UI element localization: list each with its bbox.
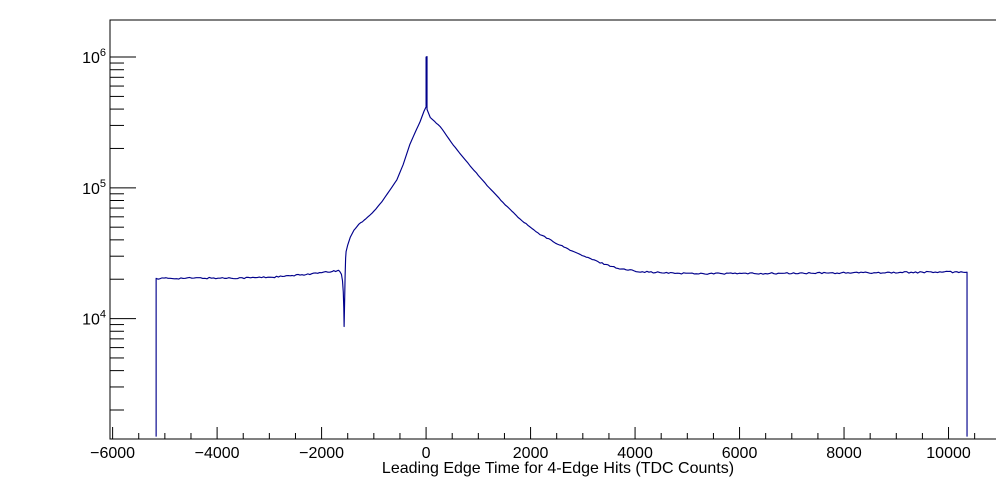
y-tick-label: 105 xyxy=(82,178,106,198)
root-histogram-figure: −6000 −4000 −2000 0 2000 4000 6000 8000 10000 104… xyxy=(40,16,996,488)
x-tick-label: 10000 xyxy=(926,445,971,462)
y-tick-label: 106 xyxy=(82,47,106,67)
x-tick-label: −6000 xyxy=(90,445,135,462)
x-tick-label: −4000 xyxy=(195,445,240,462)
histogram-line xyxy=(155,56,968,437)
x-axis-title: Leading Edge Time for 4-Edge Hits (TDC C… xyxy=(381,460,735,477)
x-tick-label: 8000 xyxy=(826,445,862,462)
plot-area: −6000 −4000 −2000 0 2000 4000 6000 8000 10000 104… xyxy=(82,19,996,462)
y-tick-label: 104 xyxy=(82,309,106,329)
x-tick-label: 2000 xyxy=(513,445,549,462)
x-tick-label: 6000 xyxy=(722,445,758,462)
plot-frame xyxy=(109,19,996,440)
x-tick-label: −2000 xyxy=(299,445,344,462)
x-tick-label: 4000 xyxy=(617,445,653,462)
x-tick-label: 0 xyxy=(422,445,431,462)
